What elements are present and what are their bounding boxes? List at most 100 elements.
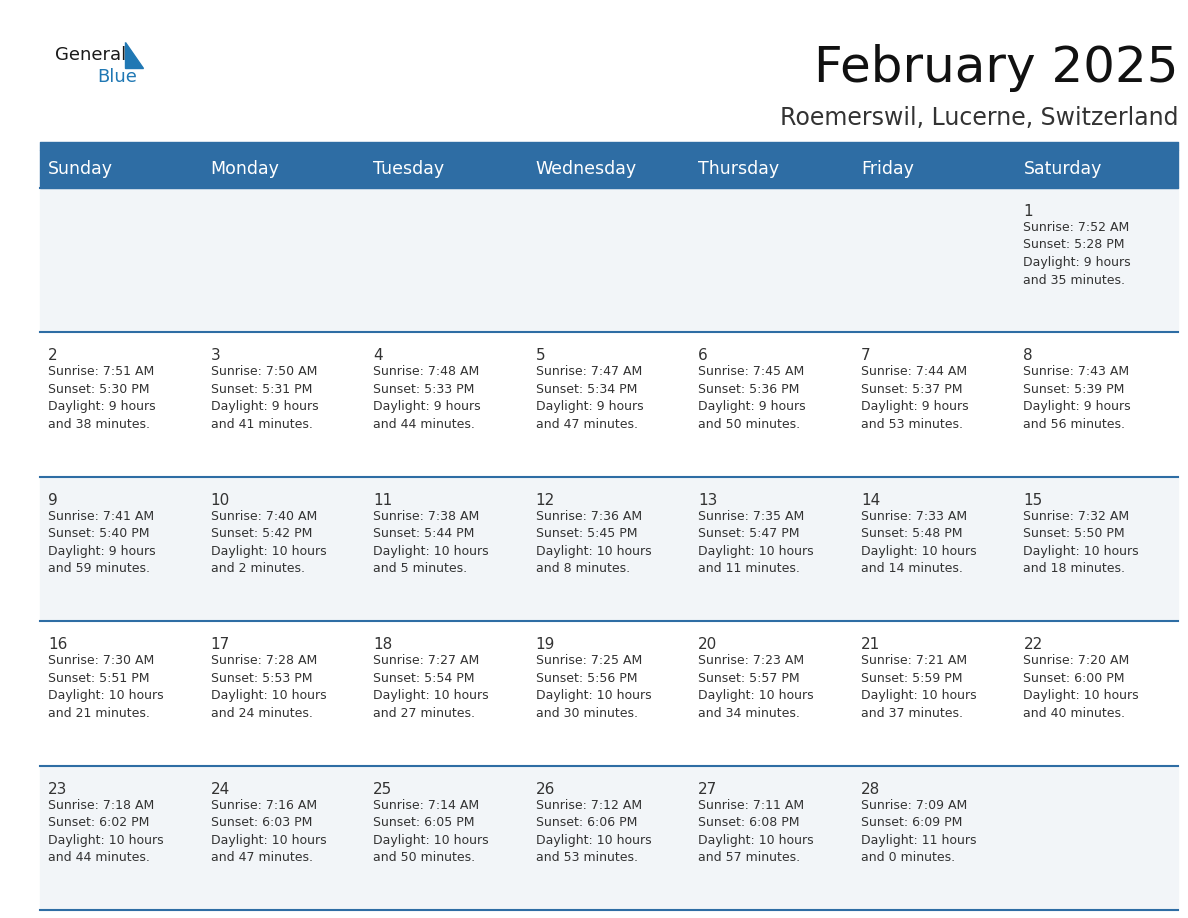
Text: and 44 minutes.: and 44 minutes.: [48, 851, 150, 864]
Text: Sunrise: 7:41 AM: Sunrise: 7:41 AM: [48, 509, 154, 522]
Text: Sunset: 6:05 PM: Sunset: 6:05 PM: [373, 816, 475, 829]
Text: Sunset: 5:45 PM: Sunset: 5:45 PM: [536, 527, 637, 541]
Text: Daylight: 10 hours: Daylight: 10 hours: [373, 544, 488, 558]
Text: and 14 minutes.: and 14 minutes.: [861, 563, 962, 576]
Text: 17: 17: [210, 637, 229, 652]
Text: Sunset: 5:47 PM: Sunset: 5:47 PM: [699, 527, 800, 541]
Bar: [40, 476, 1178, 621]
Text: and 40 minutes.: and 40 minutes.: [1023, 707, 1125, 720]
Text: and 38 minutes.: and 38 minutes.: [48, 418, 150, 431]
Text: 9: 9: [48, 493, 58, 508]
Text: Sunrise: 7:43 AM: Sunrise: 7:43 AM: [1023, 365, 1130, 378]
Text: Sunrise: 7:12 AM: Sunrise: 7:12 AM: [536, 799, 642, 812]
Text: 10: 10: [210, 493, 229, 508]
Text: Sunrise: 7:36 AM: Sunrise: 7:36 AM: [536, 509, 642, 522]
Text: Daylight: 10 hours: Daylight: 10 hours: [536, 544, 651, 558]
Text: and 56 minutes.: and 56 minutes.: [1023, 418, 1125, 431]
Text: Sunset: 5:34 PM: Sunset: 5:34 PM: [536, 383, 637, 396]
Text: Daylight: 10 hours: Daylight: 10 hours: [1023, 689, 1139, 702]
Text: Sunrise: 7:52 AM: Sunrise: 7:52 AM: [1023, 221, 1130, 234]
Text: and 59 minutes.: and 59 minutes.: [48, 563, 150, 576]
Text: Sunrise: 7:28 AM: Sunrise: 7:28 AM: [210, 655, 317, 667]
Bar: [40, 332, 1178, 476]
Text: 22: 22: [1023, 637, 1043, 652]
Text: Sunset: 6:02 PM: Sunset: 6:02 PM: [48, 816, 150, 829]
Text: and 24 minutes.: and 24 minutes.: [210, 707, 312, 720]
Text: Sunrise: 7:48 AM: Sunrise: 7:48 AM: [373, 365, 480, 378]
Text: and 50 minutes.: and 50 minutes.: [373, 851, 475, 864]
Text: Daylight: 9 hours: Daylight: 9 hours: [373, 400, 481, 413]
Text: Sunset: 5:39 PM: Sunset: 5:39 PM: [1023, 383, 1125, 396]
Text: and 50 minutes.: and 50 minutes.: [699, 418, 801, 431]
Text: Sunrise: 7:44 AM: Sunrise: 7:44 AM: [861, 365, 967, 378]
Text: Daylight: 10 hours: Daylight: 10 hours: [1023, 544, 1139, 558]
Text: Daylight: 10 hours: Daylight: 10 hours: [861, 689, 977, 702]
Text: Sunset: 6:00 PM: Sunset: 6:00 PM: [1023, 672, 1125, 685]
Text: Sunrise: 7:33 AM: Sunrise: 7:33 AM: [861, 509, 967, 522]
Text: Sunset: 6:08 PM: Sunset: 6:08 PM: [699, 816, 800, 829]
Text: Sunrise: 7:35 AM: Sunrise: 7:35 AM: [699, 509, 804, 522]
Bar: [40, 766, 1178, 910]
Text: Sunrise: 7:21 AM: Sunrise: 7:21 AM: [861, 655, 967, 667]
Text: Saturday: Saturday: [1023, 160, 1101, 178]
Text: Sunset: 5:48 PM: Sunset: 5:48 PM: [861, 527, 962, 541]
Bar: [40, 150, 1178, 188]
Text: Sunset: 5:37 PM: Sunset: 5:37 PM: [861, 383, 962, 396]
Text: Daylight: 9 hours: Daylight: 9 hours: [699, 400, 805, 413]
Text: and 37 minutes.: and 37 minutes.: [861, 707, 962, 720]
Text: Sunset: 5:50 PM: Sunset: 5:50 PM: [1023, 527, 1125, 541]
Text: Sunrise: 7:18 AM: Sunrise: 7:18 AM: [48, 799, 154, 812]
Text: 27: 27: [699, 781, 718, 797]
Text: Sunset: 5:56 PM: Sunset: 5:56 PM: [536, 672, 637, 685]
Text: and 27 minutes.: and 27 minutes.: [373, 707, 475, 720]
Text: 14: 14: [861, 493, 880, 508]
Text: and 41 minutes.: and 41 minutes.: [210, 418, 312, 431]
Text: 15: 15: [1023, 493, 1043, 508]
Text: 23: 23: [48, 781, 68, 797]
Text: Daylight: 10 hours: Daylight: 10 hours: [210, 689, 327, 702]
Text: and 44 minutes.: and 44 minutes.: [373, 418, 475, 431]
Text: Tuesday: Tuesday: [373, 160, 444, 178]
Text: 4: 4: [373, 349, 383, 364]
Text: Sunrise: 7:50 AM: Sunrise: 7:50 AM: [210, 365, 317, 378]
Text: 12: 12: [536, 493, 555, 508]
Text: Daylight: 10 hours: Daylight: 10 hours: [536, 834, 651, 846]
Text: 16: 16: [48, 637, 68, 652]
Text: and 21 minutes.: and 21 minutes.: [48, 707, 150, 720]
Text: Daylight: 10 hours: Daylight: 10 hours: [699, 544, 814, 558]
Text: Blue: Blue: [97, 68, 137, 86]
Text: Sunset: 5:40 PM: Sunset: 5:40 PM: [48, 527, 150, 541]
Text: 25: 25: [373, 781, 392, 797]
Text: Sunset: 5:31 PM: Sunset: 5:31 PM: [210, 383, 312, 396]
Text: Sunrise: 7:45 AM: Sunrise: 7:45 AM: [699, 365, 804, 378]
Text: Daylight: 11 hours: Daylight: 11 hours: [861, 834, 977, 846]
Text: Daylight: 10 hours: Daylight: 10 hours: [210, 544, 327, 558]
Text: and 18 minutes.: and 18 minutes.: [1023, 563, 1125, 576]
Text: Sunrise: 7:47 AM: Sunrise: 7:47 AM: [536, 365, 642, 378]
Text: Daylight: 10 hours: Daylight: 10 hours: [373, 689, 488, 702]
Text: 7: 7: [861, 349, 871, 364]
Text: 3: 3: [210, 349, 220, 364]
Text: and 34 minutes.: and 34 minutes.: [699, 707, 801, 720]
Text: Sunset: 6:09 PM: Sunset: 6:09 PM: [861, 816, 962, 829]
Text: 28: 28: [861, 781, 880, 797]
Text: Sunset: 5:33 PM: Sunset: 5:33 PM: [373, 383, 474, 396]
Text: and 30 minutes.: and 30 minutes.: [536, 707, 638, 720]
Text: and 53 minutes.: and 53 minutes.: [861, 418, 962, 431]
Text: and 47 minutes.: and 47 minutes.: [210, 851, 312, 864]
Text: 8: 8: [1023, 349, 1034, 364]
Text: Daylight: 9 hours: Daylight: 9 hours: [48, 400, 156, 413]
Text: Sunrise: 7:11 AM: Sunrise: 7:11 AM: [699, 799, 804, 812]
Text: Daylight: 9 hours: Daylight: 9 hours: [48, 544, 156, 558]
Text: Daylight: 10 hours: Daylight: 10 hours: [373, 834, 488, 846]
Text: 1: 1: [1023, 204, 1034, 219]
Text: Sunset: 5:44 PM: Sunset: 5:44 PM: [373, 527, 474, 541]
Text: 26: 26: [536, 781, 555, 797]
Text: 18: 18: [373, 637, 392, 652]
Text: and 47 minutes.: and 47 minutes.: [536, 418, 638, 431]
Text: Sunset: 5:30 PM: Sunset: 5:30 PM: [48, 383, 150, 396]
Text: Sunday: Sunday: [48, 160, 113, 178]
Text: and 35 minutes.: and 35 minutes.: [1023, 274, 1125, 286]
Text: Sunrise: 7:09 AM: Sunrise: 7:09 AM: [861, 799, 967, 812]
Text: Sunrise: 7:32 AM: Sunrise: 7:32 AM: [1023, 509, 1130, 522]
